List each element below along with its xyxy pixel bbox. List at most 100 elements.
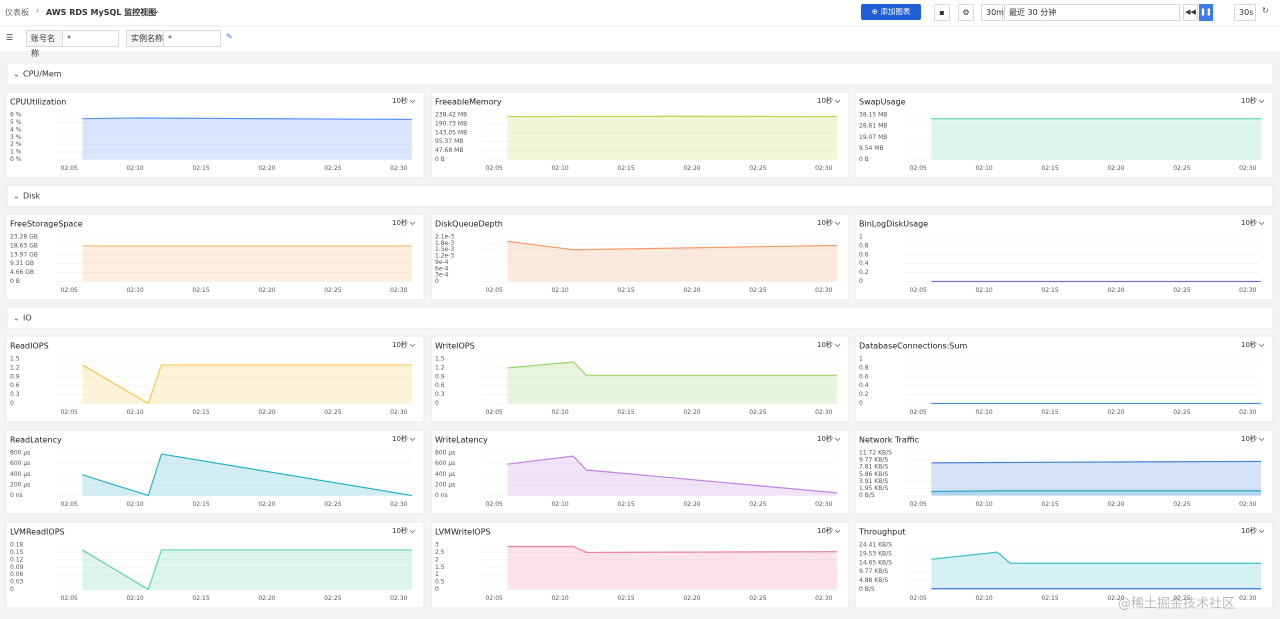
interval-chevron <box>834 99 841 104</box>
y-tick-label: 0.09 <box>10 564 24 571</box>
interval-select[interactable]: 10秒 <box>392 218 408 227</box>
pause-button[interactable]: ❚❚ <box>1199 4 1213 21</box>
interval-select[interactable]: 10秒 <box>1241 218 1257 227</box>
x-tick-label: 02:25 <box>324 409 341 416</box>
refresh-icon[interactable]: ↻ <box>1262 6 1269 15</box>
interval-select[interactable]: 10秒 <box>1241 340 1257 349</box>
y-tick-label: 0.9 <box>10 373 20 380</box>
section-bar <box>6 62 1274 86</box>
panel <box>430 335 850 423</box>
x-tick-label: 02:25 <box>1173 595 1190 602</box>
interval-select[interactable]: 10秒 <box>392 434 408 443</box>
rewind-button[interactable]: ◀◀ <box>1183 4 1198 21</box>
panel-title: DiskQueueDepth <box>435 220 503 229</box>
add-chart-text: 添加图表 <box>880 7 911 16</box>
y-tick-label: 1.2 <box>435 364 445 371</box>
x-tick-label: 02:05 <box>486 409 503 416</box>
interval-select[interactable]: 10秒 <box>817 526 833 535</box>
y-tick-label: 6e-4 <box>435 265 449 272</box>
watermark: @稀土掘金技术社区 <box>1118 596 1235 612</box>
interval-select[interactable]: 10秒 <box>392 526 408 535</box>
x-tick-label: 02:15 <box>1041 287 1058 294</box>
filter-select[interactable]: * <box>163 30 221 47</box>
view-button[interactable]: ▪ <box>934 4 950 21</box>
panel <box>5 91 425 179</box>
y-tick-label: 800 µs <box>10 450 30 457</box>
panel <box>854 521 1274 609</box>
interval-chevron <box>409 529 416 534</box>
x-tick-label: 02:20 <box>683 595 700 602</box>
interval-chevron <box>1258 437 1265 442</box>
interval-chevron <box>834 529 841 534</box>
interval-select[interactable]: 10秒 <box>817 96 833 105</box>
time-range[interactable]: 最近 30 分钟 <box>1004 4 1180 21</box>
interval-select[interactable]: 10秒 <box>1241 434 1257 443</box>
panel-title: Network Traffic <box>859 436 919 445</box>
panel-title: LVMReadIOPS <box>10 528 65 537</box>
separator: › <box>36 6 40 15</box>
interval-select[interactable]: 10秒 <box>817 218 833 227</box>
y-tick-label: 4.88 KB/S <box>859 577 888 584</box>
settings-button[interactable]: ⚙ <box>958 4 974 21</box>
x-tick-label: 02:30 <box>1239 165 1256 172</box>
y-tick-label: 3 <box>435 542 439 549</box>
x-tick-label: 02:15 <box>1041 409 1058 416</box>
interval-select[interactable]: 10秒 <box>1241 96 1257 105</box>
y-tick-label: 11.72 KB/S <box>859 450 892 457</box>
interval-chevron <box>409 437 416 442</box>
x-tick-label: 02:05 <box>486 501 503 508</box>
y-tick-label: 0.3 <box>435 391 445 398</box>
y-tick-label: 800 µs <box>435 450 455 457</box>
dashboard-title[interactable]: AWS RDS MySQL 监控视图 <box>46 8 157 17</box>
title-dropdown[interactable]: ⌄ <box>153 6 160 15</box>
x-tick-label: 02:10 <box>551 165 568 172</box>
y-tick-label: 7.81 KB/S <box>859 464 888 471</box>
add-chart-button[interactable]: ⊕ 添加图表 <box>861 4 921 20</box>
filter-icon[interactable]: ☰ <box>6 33 14 42</box>
x-tick-label: 02:05 <box>486 595 503 602</box>
panel <box>5 521 425 609</box>
interval-select[interactable]: 10秒 <box>817 340 833 349</box>
range-short[interactable]: 30m <box>981 4 1004 21</box>
y-tick-label: 0 <box>859 278 863 285</box>
x-tick-label: 02:05 <box>910 501 927 508</box>
refresh-interval[interactable]: 30s <box>1234 4 1256 21</box>
interval-select[interactable]: 10秒 <box>392 340 408 349</box>
breadcrumb[interactable]: 仪表板 <box>5 8 29 17</box>
x-tick-label: 02:30 <box>1239 409 1256 416</box>
panel-title: ReadIOPS <box>10 342 49 351</box>
x-tick-label: 02:10 <box>126 501 143 508</box>
x-tick-label: 02:10 <box>975 501 992 508</box>
panel <box>854 335 1274 423</box>
panel <box>430 213 850 301</box>
y-tick-label: 1.5 <box>435 564 445 571</box>
x-tick-label: 02:05 <box>910 165 927 172</box>
x-tick-label: 02:20 <box>1107 595 1124 602</box>
series-area <box>931 461 1261 496</box>
edit-icon[interactable]: ✎ <box>226 32 233 41</box>
series-area <box>931 490 1261 496</box>
interval-chevron <box>834 343 841 348</box>
series-area <box>507 241 837 282</box>
y-tick-label: 1 % <box>10 149 22 156</box>
panel-title: WriteLatency <box>435 436 488 445</box>
interval-select[interactable]: 10秒 <box>817 434 833 443</box>
x-tick-label: 02:20 <box>258 595 275 602</box>
x-tick-label: 02:30 <box>1239 501 1256 508</box>
y-tick-label: 2.5 <box>435 549 445 556</box>
series-area <box>507 361 837 404</box>
x-tick-label: 02:10 <box>126 595 143 602</box>
y-tick-label: 24.41 KB/S <box>859 542 892 549</box>
x-tick-label: 02:25 <box>324 287 341 294</box>
x-tick-label: 02:30 <box>390 501 407 508</box>
y-tick-label: 0 <box>435 400 439 407</box>
filter-select[interactable]: * <box>62 30 119 47</box>
y-tick-label: 143.05 MB <box>435 129 467 136</box>
x-tick-label: 02:10 <box>975 409 992 416</box>
x-tick-label: 02:15 <box>617 287 634 294</box>
panel <box>854 213 1274 301</box>
interval-select[interactable]: 10秒 <box>392 96 408 105</box>
interval-select[interactable]: 10秒 <box>1241 526 1257 535</box>
x-tick-label: 02:20 <box>1107 501 1124 508</box>
